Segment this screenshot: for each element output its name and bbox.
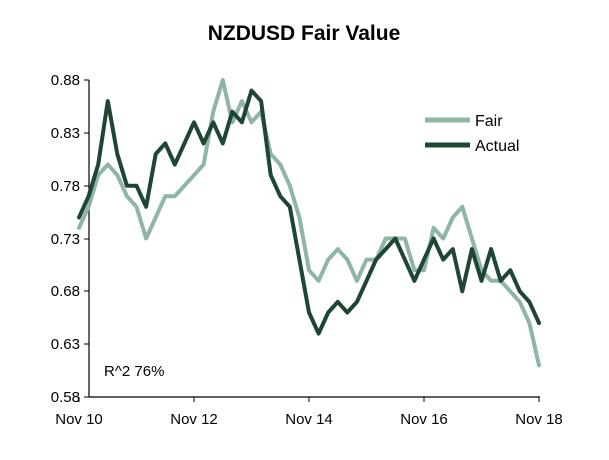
chart-title: NZDUSD Fair Value: [208, 22, 401, 45]
y-tick-label: 0.68: [51, 283, 80, 300]
y-tick-label: 0.58: [51, 389, 80, 406]
x-tick-label: Nov 18: [515, 411, 563, 428]
x-tick-label: Nov 16: [400, 411, 448, 428]
y-tick-label: 0.83: [51, 125, 80, 142]
y-tick-label: 0.73: [51, 231, 80, 248]
x-ticks: Nov 10 Nov 12 Nov 14 Nov 16 Nov 18: [55, 397, 563, 428]
legend: Fair Actual: [425, 113, 519, 155]
y-ticks: 0.88 0.83 0.78 0.73 0.68 0.63 0.58: [51, 72, 89, 406]
y-tick-label: 0.88: [51, 72, 80, 89]
fair-series-line: [77, 78, 541, 368]
r-squared-annotation: R^2 76%: [104, 363, 164, 380]
x-tick-label: Nov 10: [55, 411, 103, 428]
legend-label-fair: Fair: [475, 113, 503, 130]
y-tick-label: 0.78: [51, 178, 80, 195]
x-tick-label: Nov 14: [285, 411, 333, 428]
y-tick-label: 0.63: [51, 336, 80, 353]
x-tick-label: Nov 12: [170, 411, 218, 428]
actual-series-line: [77, 88, 541, 336]
legend-label-actual: Actual: [475, 138, 519, 155]
